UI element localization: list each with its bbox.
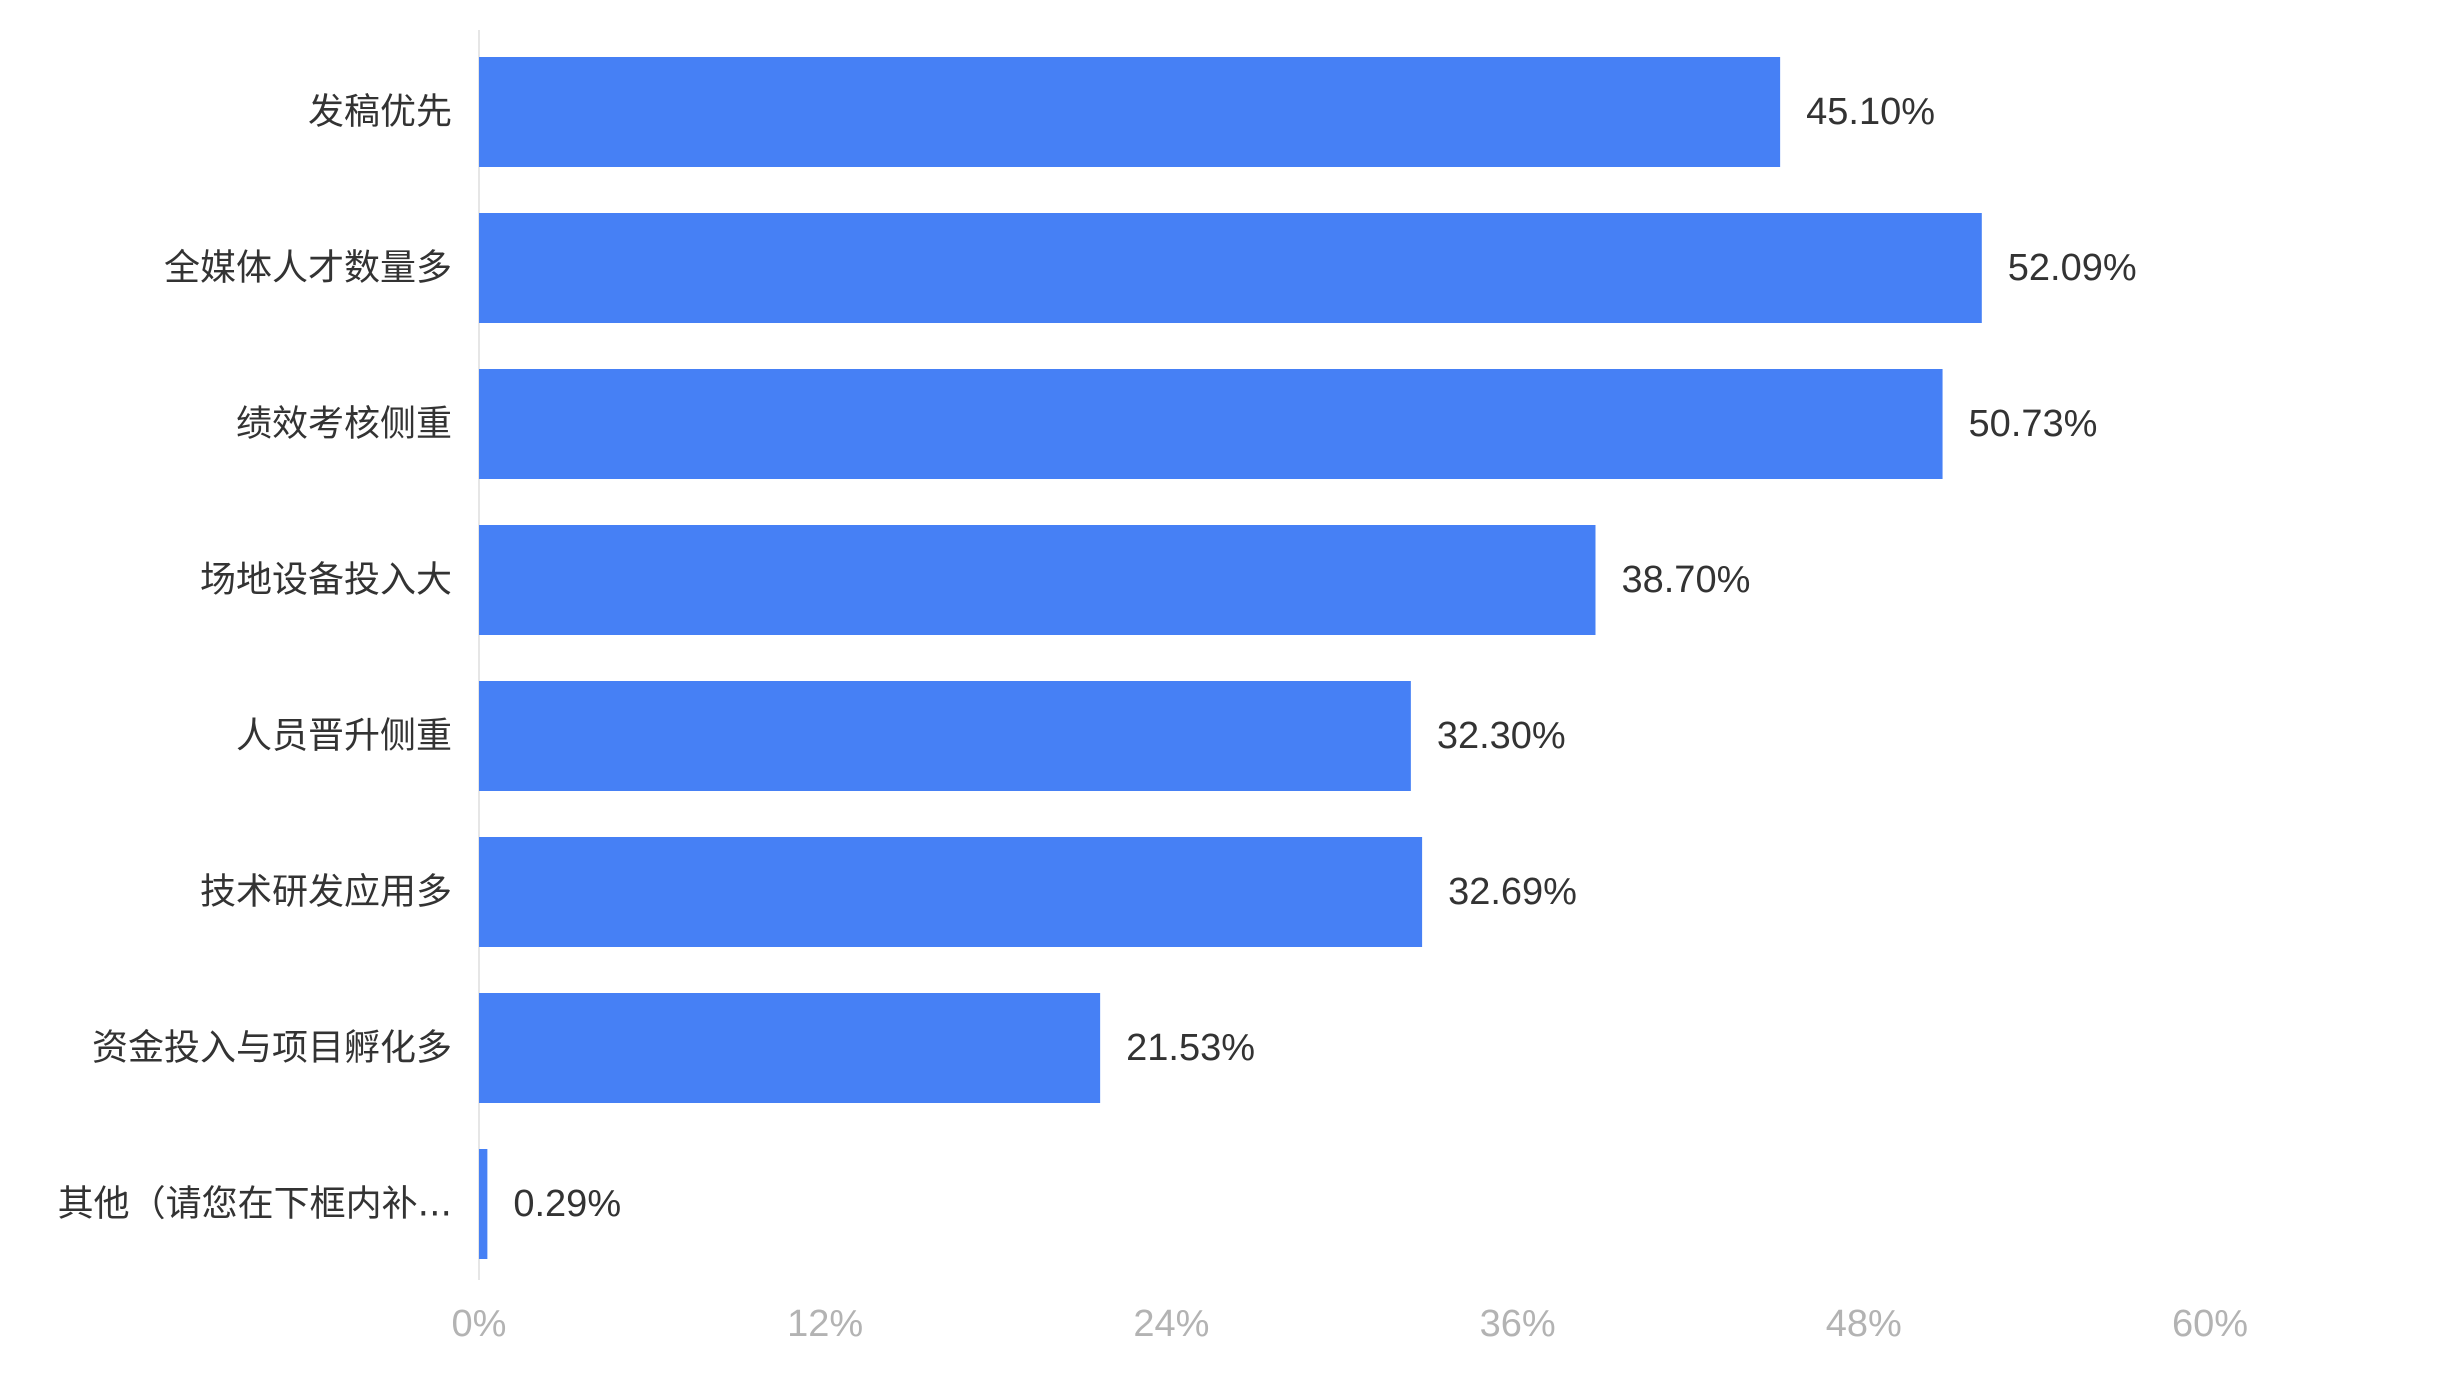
category-label-7: 其他（请您在下框内补... <box>58 1184 452 1225</box>
bar-0 <box>479 57 1781 167</box>
x-tick-label-2: 24% <box>1133 1303 1209 1345</box>
value-label-1: 52.09% <box>2008 247 2137 289</box>
bar-6 <box>479 993 1101 1103</box>
x-tick-label-5: 60% <box>2172 1303 2248 1345</box>
category-label-2: 绩效考核侧重 <box>236 404 452 445</box>
value-label-0: 45.10% <box>1806 91 1935 133</box>
x-tick-label-0: 0% <box>452 1303 507 1345</box>
bar-1 <box>479 213 1982 323</box>
bar-2 <box>479 369 1943 479</box>
value-labels: 45.10% 52.09% 50.73% 38.70% 32.30% 32.69% 21.5… <box>513 91 2136 1225</box>
category-label-1: 全媒体人才数量多 <box>164 248 452 289</box>
value-label-7: 0.29% <box>513 1183 621 1225</box>
category-label-4: 人员晋升侧重 <box>236 716 452 757</box>
value-label-5: 32.69% <box>1448 871 1577 913</box>
category-label-5: 技术研发应用多 <box>200 872 452 913</box>
bar-3 <box>479 525 1596 635</box>
category-label-0: 发稿优先 <box>308 92 452 133</box>
bars-layer <box>479 57 1982 1259</box>
category-labels: 发稿优先全媒体人才数量多绩效考核侧重场地设备投入大人员晋升侧重技术研发应用多资金… <box>58 92 452 1225</box>
value-label-4: 32.30% <box>1437 715 1566 757</box>
value-label-2: 50.73% <box>1969 403 2098 445</box>
bar-7 <box>479 1149 488 1259</box>
bar-5 <box>479 837 1423 947</box>
category-label-3: 场地设备投入大 <box>200 560 452 601</box>
x-axis-ticks: 0% 12% 24% 36% 48% 60% <box>452 1303 2248 1345</box>
x-tick-label-4: 48% <box>1826 1303 1902 1345</box>
category-label-6: 资金投入与项目孵化多 <box>92 1028 452 1069</box>
x-tick-label-1: 12% <box>787 1303 863 1345</box>
bar-4 <box>479 681 1411 791</box>
x-tick-label-3: 36% <box>1480 1303 1556 1345</box>
value-label-6: 21.53% <box>1126 1027 1255 1069</box>
value-label-3: 38.70% <box>1621 559 1750 601</box>
